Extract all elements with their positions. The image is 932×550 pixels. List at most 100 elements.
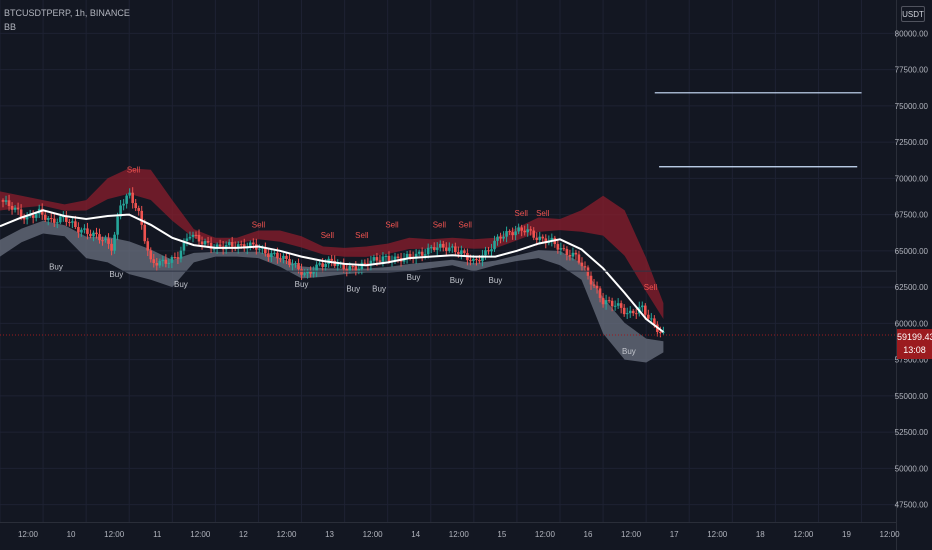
- candle-body: [472, 259, 475, 261]
- candle-body: [508, 231, 511, 233]
- candle-body: [203, 241, 207, 245]
- candle-body: [264, 247, 267, 254]
- time-axis-tick-label: 18: [756, 530, 765, 539]
- candle-body: [514, 231, 517, 236]
- candle-body: [592, 284, 596, 286]
- candle-body: [110, 243, 113, 251]
- last-price-value: 59199.43: [897, 332, 932, 342]
- candle-body: [610, 300, 614, 307]
- candle-body: [312, 271, 315, 274]
- time-axis-tick-label: 12:00: [535, 530, 556, 539]
- candle-body: [481, 255, 484, 262]
- candle-body: [511, 232, 514, 236]
- candle-body: [363, 262, 367, 264]
- candle-body: [131, 192, 134, 204]
- candle-body: [315, 264, 318, 272]
- candle-body: [393, 256, 397, 261]
- candle-body: [176, 257, 180, 259]
- time-axis-tick-label: 12:00: [880, 530, 901, 539]
- candle-body: [161, 259, 165, 262]
- time-axis-tick-label: 12:00: [276, 530, 297, 539]
- candle-body: [209, 242, 213, 249]
- time-axis-tick-label: 12:00: [363, 530, 384, 539]
- bar-countdown: 13:08: [903, 345, 926, 355]
- candle-body: [89, 233, 92, 237]
- candle-body: [303, 273, 306, 275]
- candle-body: [279, 258, 282, 260]
- candle-body: [71, 221, 74, 223]
- price-axis-tick-label: 50000.00: [895, 464, 929, 473]
- candle-body: [258, 248, 261, 250]
- candle-body: [143, 224, 147, 242]
- candle-body: [601, 297, 605, 305]
- candle-body: [122, 203, 125, 206]
- candle-body: [420, 251, 424, 256]
- candle-body: [197, 234, 201, 242]
- candle-body: [378, 260, 382, 262]
- candle-body: [191, 234, 195, 237]
- candle-body: [631, 310, 635, 314]
- candle-body: [7, 200, 11, 206]
- sell-signal-label: Sell: [433, 221, 447, 230]
- candle-body: [441, 243, 445, 248]
- candle-body: [493, 240, 496, 250]
- price-axis-tick-label: 57500.00: [895, 356, 929, 365]
- price-axis-tick-label: 62500.00: [895, 283, 929, 292]
- symbol-title[interactable]: BTCUSDTPERP, 1h, BINANCE: [4, 8, 130, 18]
- buy-signal-label: Buy: [372, 284, 386, 293]
- candle-body: [10, 205, 14, 210]
- time-axis-tick-label: 12:00: [793, 530, 814, 539]
- candle-body: [149, 250, 153, 260]
- candle-body: [405, 253, 409, 259]
- candle-body: [318, 263, 321, 265]
- candle-body: [273, 252, 276, 254]
- candle-body: [628, 310, 632, 314]
- candle-body: [502, 236, 505, 239]
- upper-bollinger-band: [0, 168, 664, 319]
- time-axis-tick-label: 16: [584, 530, 593, 539]
- sell-signal-label: Sell: [515, 209, 529, 218]
- candle-body: [499, 236, 502, 239]
- candle-body: [288, 258, 291, 266]
- candle-body: [417, 251, 421, 254]
- candle-body: [345, 269, 349, 271]
- candle-body: [188, 236, 192, 239]
- candle-body: [565, 249, 569, 255]
- buy-signal-label: Buy: [49, 263, 63, 272]
- candle-body: [251, 242, 255, 245]
- candle-body: [662, 331, 665, 333]
- candle-body: [550, 237, 554, 241]
- candle-body: [408, 253, 412, 257]
- indicator-label[interactable]: BB: [4, 22, 17, 32]
- candle-body: [309, 271, 312, 274]
- candle-body: [625, 313, 629, 315]
- price-axis-tick-label: 55000.00: [895, 392, 929, 401]
- price-axis-tick-label: 67500.00: [895, 211, 929, 220]
- candle-body: [46, 217, 50, 220]
- currency-badge[interactable]: USDT: [901, 6, 925, 22]
- candle-body: [230, 242, 234, 247]
- candle-body: [556, 244, 560, 250]
- candle-body: [185, 238, 189, 241]
- candle-body: [152, 259, 156, 264]
- sell-signal-label: Sell: [252, 221, 266, 230]
- candle-body: [140, 210, 144, 225]
- candle-body: [396, 256, 400, 259]
- sell-signal-label: Sell: [321, 231, 335, 240]
- candle-body: [119, 205, 122, 217]
- candle-body: [227, 242, 231, 246]
- candle-body: [146, 241, 150, 251]
- candle-body: [212, 248, 216, 250]
- sell-signal-label: Sell: [385, 221, 399, 230]
- candle-body: [77, 227, 80, 233]
- candle-body: [447, 247, 451, 251]
- sell-signal-label: Sell: [536, 209, 550, 218]
- candle-body: [496, 236, 499, 241]
- candle-body: [541, 236, 545, 239]
- candle-body: [65, 216, 68, 222]
- candle-body: [348, 266, 352, 271]
- candle-body: [535, 237, 539, 240]
- candle-body: [19, 209, 23, 217]
